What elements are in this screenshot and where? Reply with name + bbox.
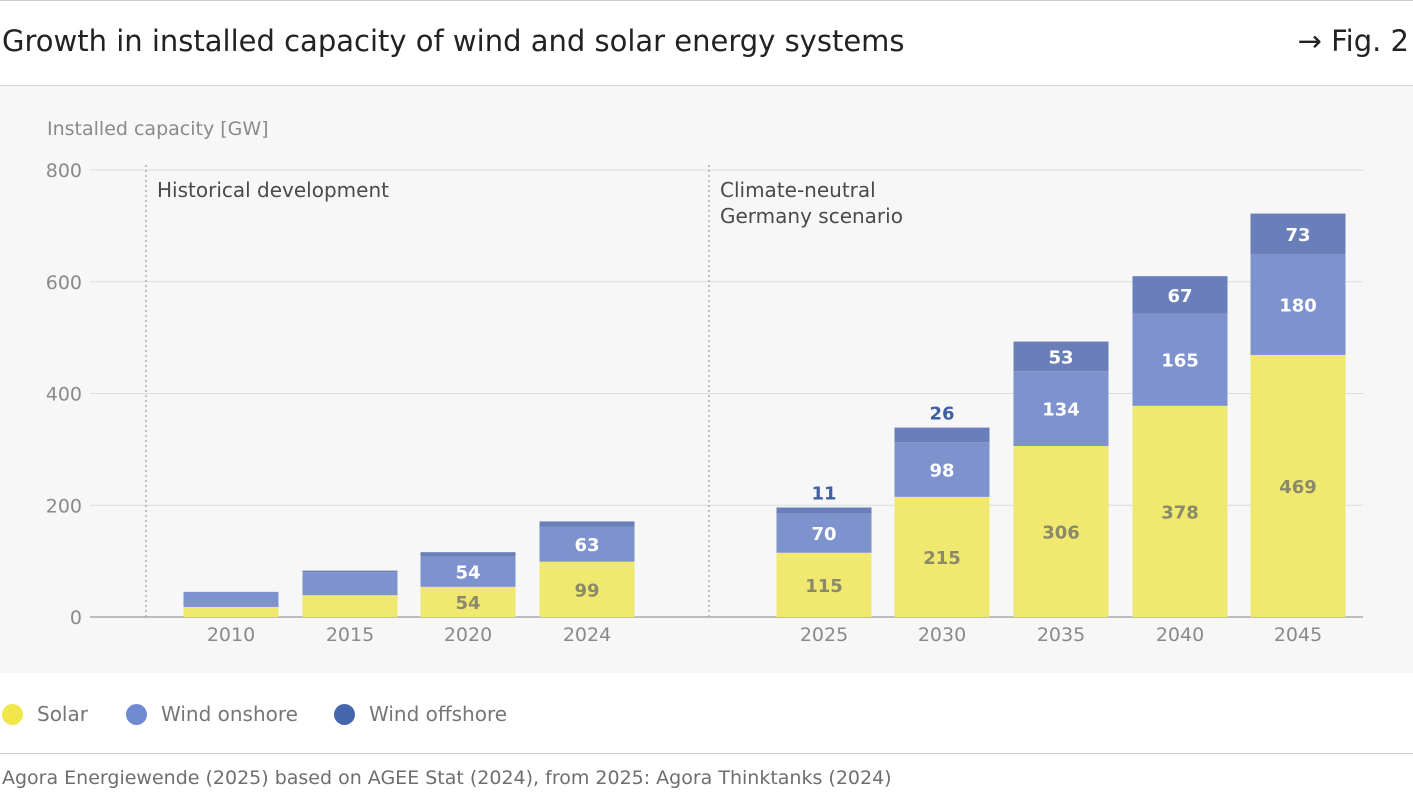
legend-item-solar: Solar [2, 702, 88, 726]
bar-segment-wind-offshore [539, 521, 635, 527]
data-label: 11 [811, 483, 836, 504]
bar-segment-wind-offshore [1250, 213, 1346, 255]
data-label: 26 [929, 404, 954, 425]
bar-segment-solar [1013, 446, 1109, 617]
bar-segment-wind-offshore [302, 570, 398, 573]
x-tick-label: 2045 [1274, 624, 1322, 646]
bar-segment-solar [420, 586, 516, 617]
bar-segment-wind-onshore [539, 526, 635, 562]
x-tick-label: 2030 [918, 624, 966, 646]
legend-swatch-wind-onshore [126, 703, 147, 725]
chart-title: Growth in installed capacity of wind and… [2, 24, 905, 58]
data-label: 306 [1042, 523, 1080, 544]
bar-segment-solar [894, 496, 990, 617]
legend-swatch-solar [2, 703, 23, 725]
bar-segment-solar [183, 606, 279, 617]
y-tick-label: 400 [46, 384, 82, 406]
data-label: 134 [1042, 400, 1080, 421]
y-tick-label: 600 [46, 272, 82, 294]
stacked-bar-chart: Installed capacity [GW] 0 200 400 600 800 Hist… [46, 118, 1363, 646]
bar-segment-wind-onshore [1132, 313, 1228, 406]
data-label: 469 [1279, 477, 1317, 498]
bar-segment-wind-onshore [302, 572, 398, 596]
data-label: 165 [1161, 351, 1199, 372]
bar-segment-solar [776, 552, 872, 617]
bar-segment-wind-onshore [183, 591, 279, 607]
bar-segment-wind-onshore [894, 442, 990, 497]
x-tick-label: 2025 [800, 624, 848, 646]
x-tick-label: 2040 [1156, 624, 1204, 646]
legend-label: Solar [37, 702, 88, 726]
data-label: 180 [1279, 296, 1317, 317]
legend-item-wind-offshore: Wind offshore [334, 702, 507, 726]
y-tick-label: 200 [46, 495, 82, 517]
group-label: Historical development [157, 178, 389, 202]
group-label: Climate-neutral [720, 178, 876, 202]
data-label: 98 [929, 460, 954, 481]
bar-segment-wind-offshore [776, 507, 872, 514]
bar-segment-wind-offshore [420, 552, 516, 557]
source-note: Agora Energiewende (2025) based on AGEE … [2, 767, 892, 789]
group-label: Germany scenario [720, 204, 903, 228]
bar-segment-wind-offshore [894, 427, 990, 443]
bar-segment-wind-onshore [420, 556, 516, 587]
data-label: 99 [574, 580, 599, 601]
x-tick-label: 2010 [207, 624, 255, 646]
bar-segment-wind-onshore [1013, 371, 1109, 447]
figure-reference: → Fig. 2 [1297, 24, 1409, 58]
legend-label: Wind offshore [369, 702, 508, 726]
data-label: 70 [811, 524, 836, 545]
bar-segment-solar [539, 561, 635, 617]
data-label: 63 [574, 535, 599, 556]
legend-item-wind-onshore: Wind onshore [126, 702, 298, 726]
legend-swatch-wind-offshore [334, 703, 355, 725]
y-axis-label: Installed capacity [GW] [47, 118, 269, 140]
data-label: 54 [455, 593, 480, 614]
bar-segment-wind-onshore [1250, 254, 1346, 355]
data-label: 215 [923, 548, 961, 569]
bar-segment-solar [1132, 405, 1228, 617]
x-tick-label: 2024 [563, 624, 611, 646]
bar-segment-solar [302, 595, 398, 617]
y-tick-label: 0 [70, 607, 82, 629]
top-rule [0, 0, 1413, 1]
bar-segment-wind-offshore [1013, 341, 1109, 372]
bottom-rule [0, 753, 1413, 754]
x-tick-label: 2015 [326, 624, 374, 646]
legend-label: Wind onshore [161, 702, 298, 726]
x-tick-label: 2020 [444, 624, 492, 646]
data-label: 67 [1167, 286, 1192, 307]
data-label: 378 [1161, 502, 1199, 523]
data-label: 54 [455, 563, 480, 584]
bar-segment-wind-onshore [776, 513, 872, 553]
bar-segment-solar [1250, 354, 1346, 617]
y-tick-label: 800 [46, 160, 82, 182]
x-tick-label: 2035 [1037, 624, 1085, 646]
bar-segment-wind-offshore [1132, 276, 1228, 314]
data-label: 53 [1048, 347, 1073, 368]
data-label: 73 [1285, 225, 1310, 246]
data-label: 115 [805, 576, 843, 597]
